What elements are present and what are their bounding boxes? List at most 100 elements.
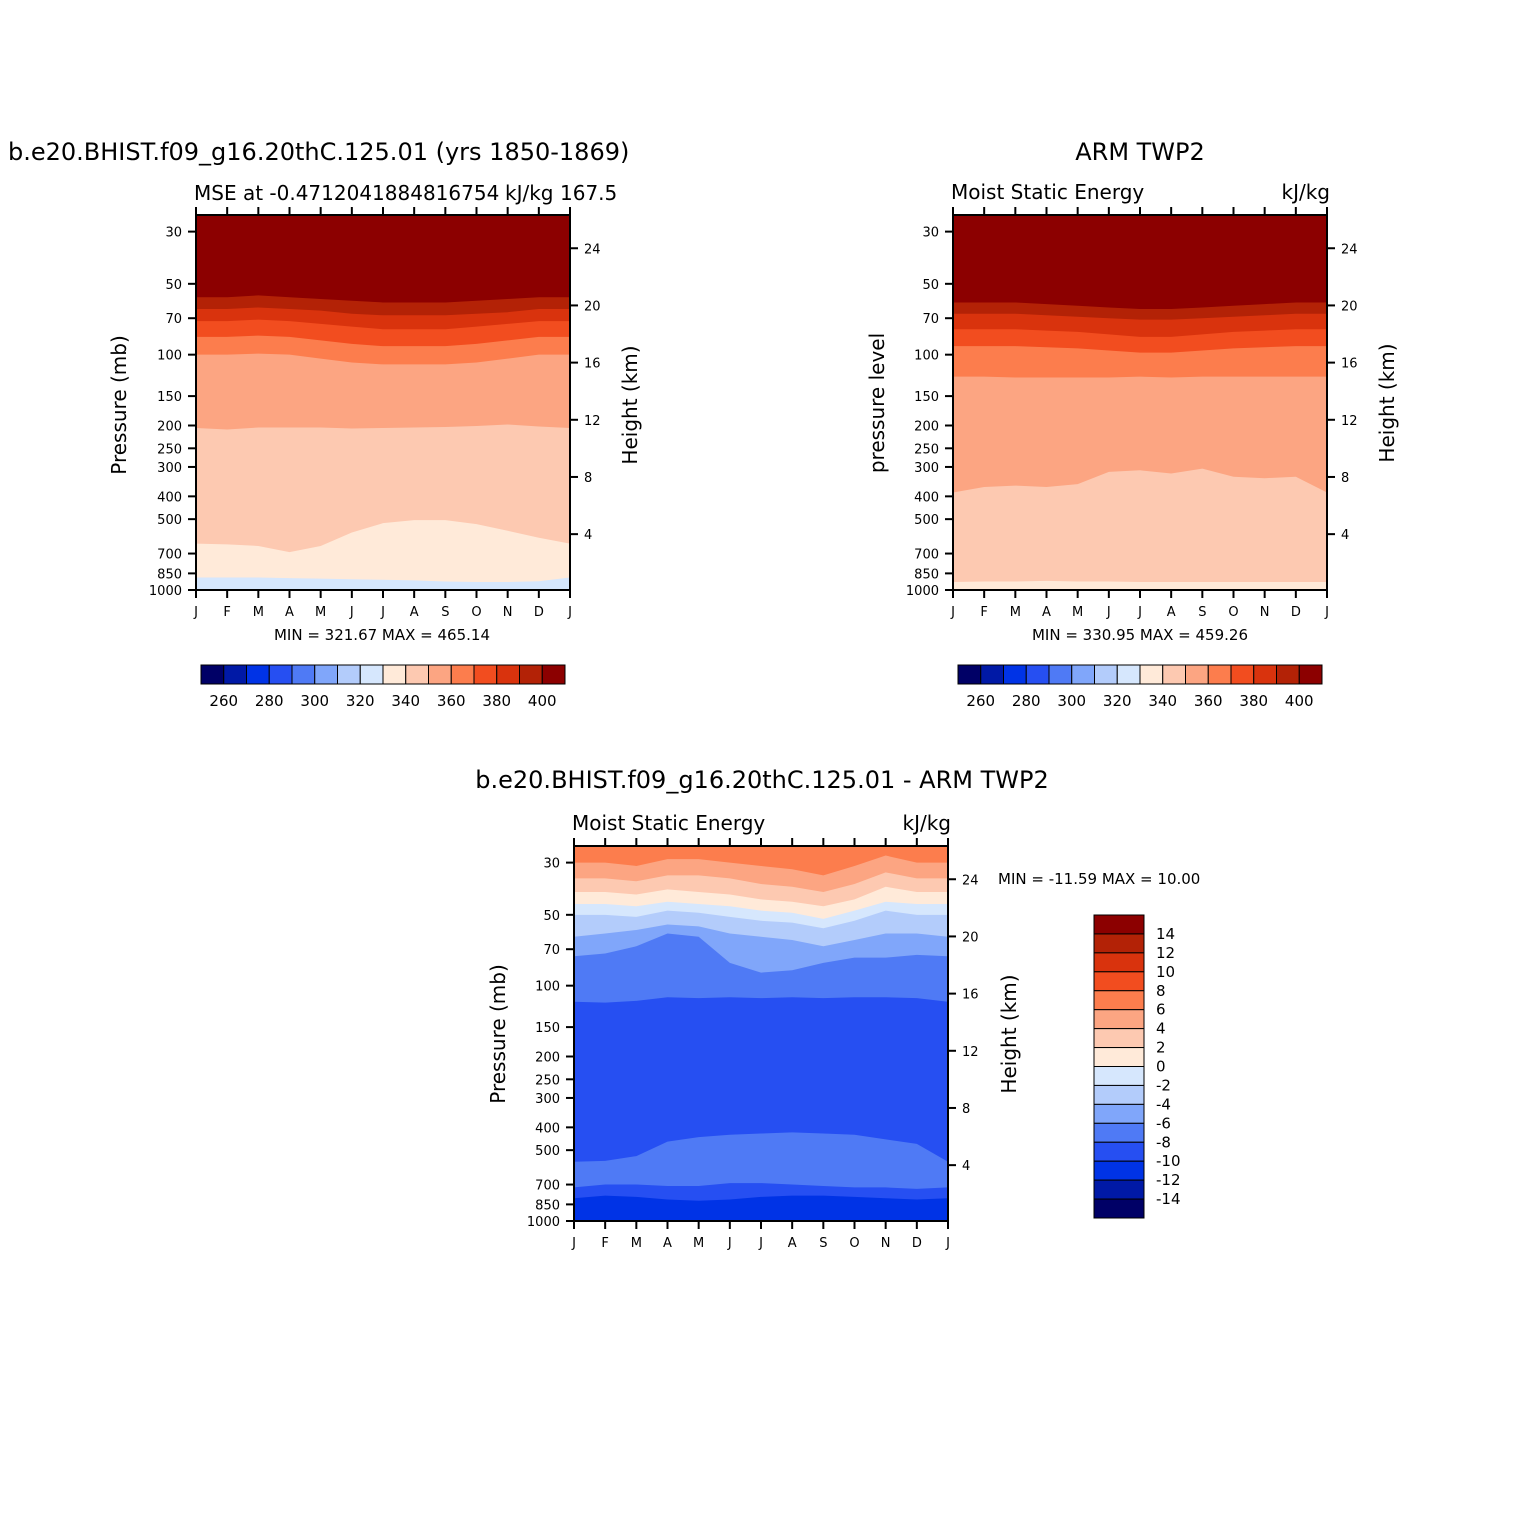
- colorbar-box: [980, 664, 1004, 685]
- colorbar-box: [268, 664, 293, 685]
- height-tick-label: 4: [1341, 528, 1349, 543]
- y-tick-label: 50: [165, 278, 182, 293]
- x-tick-label: M: [315, 605, 326, 620]
- x-tick-label: J: [380, 605, 385, 620]
- y-tick-label: 300: [157, 461, 182, 476]
- colorbar-box: [1093, 1047, 1145, 1067]
- y-tick-label: 70: [165, 312, 182, 327]
- panel3-subtitle-right: kJ/kg: [903, 811, 952, 835]
- colorbar-label: -4: [1156, 1095, 1171, 1113]
- y-tick-label: 100: [157, 349, 182, 364]
- x-tick-label: A: [285, 605, 294, 620]
- colorbar-label: -12: [1156, 1171, 1181, 1189]
- height-tick-label: 12: [584, 414, 601, 429]
- colorbar-box: [1230, 664, 1255, 685]
- y-tick-label: 850: [914, 567, 939, 582]
- colorbar-box: [450, 664, 475, 685]
- panel2-ylabel-right: Height (km): [1375, 343, 1399, 462]
- colorbar-box: [1025, 664, 1050, 685]
- colorbar-label: 260: [966, 692, 995, 710]
- colorbar-label: 14: [1156, 925, 1175, 943]
- panel1-title: b.e20.BHIST.f09_g16.20thC.125.01 (yrs 18…: [8, 138, 629, 166]
- colorbar-label: 12: [1156, 944, 1175, 962]
- x-tick-label: D: [912, 1236, 922, 1251]
- height-tick-label: 12: [1341, 414, 1358, 429]
- colorbar-box: [1048, 664, 1073, 685]
- colorbar-label: 300: [1057, 692, 1086, 710]
- colorbar-box: [496, 664, 520, 685]
- x-tick-label: J: [1106, 605, 1111, 620]
- x-tick-label: A: [663, 1236, 672, 1251]
- y-tick-label: 150: [914, 390, 939, 405]
- x-tick-label: M: [1010, 605, 1021, 620]
- x-tick-label: A: [1167, 605, 1176, 620]
- colorbar-label: 260: [209, 692, 238, 710]
- x-tick-label: J: [1137, 605, 1142, 620]
- x-tick-label: J: [758, 1236, 763, 1251]
- y-tick-label: 850: [157, 567, 182, 582]
- y-tick-label: 700: [914, 548, 939, 563]
- colorbar-box: [405, 664, 429, 685]
- contour-band: [953, 468, 1327, 590]
- x-tick-label: N: [1260, 605, 1270, 620]
- contour-band: [953, 580, 1327, 590]
- x-tick-label: O: [471, 605, 481, 620]
- colorbar-label: 300: [300, 692, 329, 710]
- y-tick-label: 70: [922, 312, 939, 327]
- x-tick-label: A: [410, 605, 419, 620]
- colorbar-box: [1093, 1198, 1145, 1219]
- x-tick-label: M: [693, 1236, 704, 1251]
- y-tick-label: 850: [535, 1198, 560, 1213]
- colorbar-label: -2: [1156, 1076, 1171, 1094]
- x-tick-label: J: [567, 605, 572, 620]
- y-tick-label: 400: [914, 490, 939, 505]
- colorbar-box: [200, 664, 225, 685]
- y-tick-label: 150: [535, 1021, 560, 1036]
- panel2-minmax: MIN = 330.95 MAX = 459.26: [1032, 626, 1248, 644]
- height-tick-label: 24: [584, 242, 601, 257]
- colorbar-box: [519, 664, 543, 685]
- colorbar-box: [1093, 1141, 1145, 1162]
- colorbar-box: [473, 664, 498, 685]
- y-tick-label: 1000: [527, 1215, 560, 1230]
- colorbar-label: -8: [1156, 1133, 1171, 1151]
- height-tick-label: 8: [584, 471, 592, 486]
- colorbar-box: [314, 664, 338, 685]
- y-tick-label: 400: [157, 490, 182, 505]
- colorbar-box: [1093, 1160, 1145, 1181]
- colorbar-label: 280: [1012, 692, 1041, 710]
- panel1-subtitle-overlap: 167.5: [560, 181, 617, 205]
- height-tick-label: 24: [962, 873, 979, 888]
- colorbar-box: [1093, 914, 1145, 935]
- x-tick-label: O: [1228, 605, 1238, 620]
- height-tick-label: 16: [962, 988, 979, 1003]
- colorbar-box: [337, 664, 361, 685]
- x-tick-label: J: [571, 1236, 576, 1251]
- colorbar-box: [1093, 1103, 1145, 1124]
- colorbar-box: [1094, 664, 1118, 685]
- x-tick-label: A: [1042, 605, 1051, 620]
- height-tick-label: 16: [1341, 357, 1358, 372]
- y-tick-label: 500: [157, 513, 182, 528]
- panel3-ylabel-right: Height (km): [997, 974, 1021, 1093]
- colorbar-label: 2: [1156, 1039, 1166, 1057]
- colorbar-box: [1162, 664, 1186, 685]
- colorbar-label: 280: [255, 692, 284, 710]
- panel2-ylabel-left: pressure level: [865, 333, 889, 473]
- x-tick-label: D: [1291, 605, 1301, 620]
- x-tick-label: A: [788, 1236, 797, 1251]
- colorbar-box: [957, 664, 982, 685]
- y-tick-label: 30: [543, 857, 560, 872]
- colorbar-box: [359, 664, 384, 685]
- colorbar-label: 340: [1148, 692, 1177, 710]
- panel3-subtitle-left: Moist Static Energy: [572, 811, 765, 835]
- colorbar-box: [1298, 664, 1323, 685]
- colorbar-box: [1093, 933, 1145, 954]
- panel3-title: b.e20.BHIST.f09_g16.20thC.125.01 - ARM T…: [475, 766, 1048, 794]
- y-tick-label: 250: [535, 1073, 560, 1088]
- colorbar-box: [428, 664, 452, 685]
- x-tick-label: J: [1324, 605, 1329, 620]
- height-tick-label: 4: [962, 1159, 970, 1174]
- colorbar-box: [291, 664, 316, 685]
- y-tick-label: 150: [157, 390, 182, 405]
